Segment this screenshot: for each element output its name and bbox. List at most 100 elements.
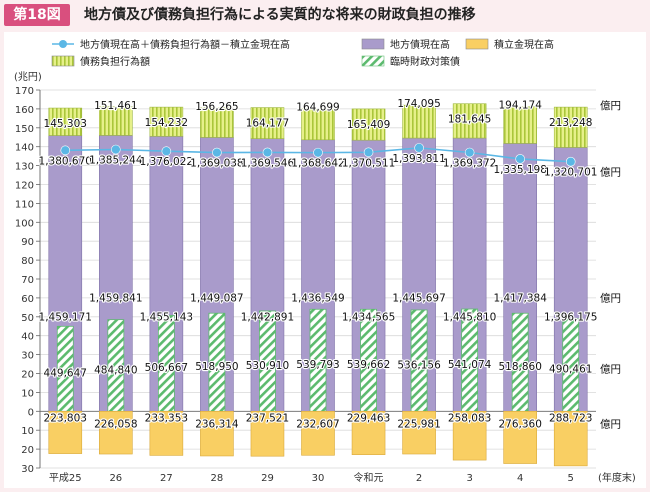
unit-suffix: 億円: [600, 363, 621, 376]
data-label-obligation: 164,699: [296, 102, 339, 114]
net-line-point: [212, 147, 222, 158]
data-label-obligation: 156,265: [195, 101, 238, 113]
data-label-net: 1,385,244: [89, 154, 143, 166]
figure-number-badge: 第18図: [4, 4, 70, 26]
legend-label-obl: 債務負担行為額: [80, 55, 150, 68]
chart-panel: 地方債現在高＋債務負担行為額－積立金現在高 地方債現在高 積立金現在高 債務負担行為額…: [4, 32, 646, 488]
legend-label-debt: 地方債現在高: [390, 38, 450, 51]
y-tick-label: 40: [21, 332, 34, 343]
unit-suffix: 億円: [600, 99, 621, 112]
data-label-fund: 237,521: [246, 412, 289, 424]
bar-fund: [402, 410, 436, 455]
data-labels: 145,303 1,380,670 1,459,171 449,647 223,803 1…: [37, 97, 621, 431]
data-label-fund: 226,058: [94, 418, 137, 430]
legend: 地方債現在高＋債務負担行為額－積立金現在高 地方債現在高 積立金現在高債務負担行為額…: [51, 38, 554, 68]
bar-obligation: [48, 107, 83, 136]
net-burden-line: [60, 143, 576, 167]
x-tick-label: 30: [312, 473, 325, 484]
data-label-net: 1,370,511: [342, 157, 395, 169]
data-label-debt: 1,436,549: [291, 293, 344, 305]
bar-obligation: [452, 103, 487, 139]
bar-fund: [503, 410, 537, 464]
bar-obligation: [503, 106, 537, 144]
net-line-point: [414, 143, 424, 153]
y-tick-label: 170: [15, 86, 34, 97]
data-label-debt: 1,396,175: [544, 312, 597, 324]
bar-fund: [452, 410, 487, 461]
data-label-obligation: 165,409: [347, 119, 390, 131]
unit-suffix: 億円: [600, 166, 621, 179]
legend-swatch-obl: [51, 55, 75, 67]
bar-fund: [200, 410, 234, 457]
data-label-obligation: 181,645: [448, 114, 491, 126]
bar-fund: [99, 410, 133, 455]
data-label-special-bond: 490,461: [549, 364, 592, 376]
legend-line-marker: [59, 40, 67, 48]
y-tick-label: 140: [15, 143, 34, 154]
data-label-net: 1,368,642: [291, 158, 344, 170]
bar-obligation: [553, 106, 588, 148]
y-tick-label: 10: [21, 426, 34, 437]
bar-obligation: [149, 106, 184, 137]
net-line-point: [515, 154, 525, 164]
data-label-fund: 258,083: [448, 412, 491, 424]
net-line-point: [313, 147, 323, 158]
data-label-special-bond: 484,840: [94, 364, 137, 376]
axes: 3020100102030405060708090100110120130140…: [14, 71, 636, 484]
data-label-special-bond: 539,793: [296, 359, 339, 371]
y-tick-label: 120: [15, 181, 34, 192]
net-line-point: [363, 147, 374, 158]
data-label-net: 1,369,372: [443, 157, 496, 169]
data-label-fund: 276,360: [498, 418, 541, 430]
x-tick-label: 2: [416, 473, 422, 484]
x-tick-label: 3: [466, 473, 472, 484]
x-tick-label: 5: [568, 473, 574, 484]
bar-obligation: [402, 104, 436, 139]
bar-obligation: [250, 107, 285, 139]
legend-label-net: 地方債現在高＋債務負担行為額－積立金現在高: [80, 38, 290, 51]
bar-fund: [351, 410, 386, 455]
data-label-obligation: 145,303: [44, 118, 87, 130]
figure-header: 第18図 地方債及び債務負担行為による実質的な将来の財政負担の推移: [0, 0, 650, 30]
data-label-obligation: 213,248: [549, 117, 592, 129]
legend-swatch-fund: [465, 38, 489, 50]
net-line-point: [565, 156, 576, 167]
x-tick-label: 28: [211, 473, 224, 484]
bars: [48, 103, 588, 467]
data-label-debt: 1,459,841: [89, 293, 142, 305]
y-tick-label: 50: [21, 313, 34, 324]
y-tick-label: 20: [21, 370, 34, 381]
data-label-special-bond: 449,647: [44, 368, 87, 380]
net-line-point: [60, 145, 71, 156]
bar-fund: [553, 410, 588, 467]
data-label-net: 1,335,198: [493, 164, 546, 176]
y-tick-label: 0: [28, 407, 34, 418]
data-label-fund: 236,314: [195, 418, 239, 430]
x-tick-label: 27: [160, 473, 173, 484]
data-label-obligation: 194,174: [498, 100, 542, 112]
y-tick-label: 160: [15, 105, 34, 116]
y-tick-label: 80: [21, 256, 34, 267]
data-label-fund: 229,463: [347, 412, 390, 424]
data-label-debt: 1,455,143: [140, 312, 193, 324]
data-label-debt: 1,445,697: [392, 293, 445, 305]
y-tick-label: 10: [21, 388, 34, 399]
data-label-debt: 1,445,810: [443, 312, 496, 324]
data-label-net: 1,369,038: [190, 158, 243, 170]
y-tick-label: 20: [21, 445, 34, 456]
data-label-obligation: 154,232: [145, 117, 188, 129]
data-label-debt: 1,459,171: [39, 312, 92, 324]
y-tick-label: 150: [15, 124, 34, 135]
data-label-special-bond: 518,860: [498, 361, 541, 373]
y-axis-label: (兆円): [14, 71, 42, 83]
y-tick-label: 90: [21, 237, 34, 248]
data-label-fund: 233,353: [145, 412, 188, 424]
unit-suffix: 億円: [600, 417, 621, 430]
unit-suffix: 億円: [600, 292, 621, 305]
data-label-debt: 1,434,565: [342, 312, 395, 324]
y-tick-label: 110: [15, 199, 34, 210]
data-label-special-bond: 518,950: [195, 361, 238, 373]
x-tick-label: 平成25: [49, 472, 82, 484]
net-line-point: [262, 147, 273, 158]
x-tick-label: 令和元: [354, 471, 384, 484]
